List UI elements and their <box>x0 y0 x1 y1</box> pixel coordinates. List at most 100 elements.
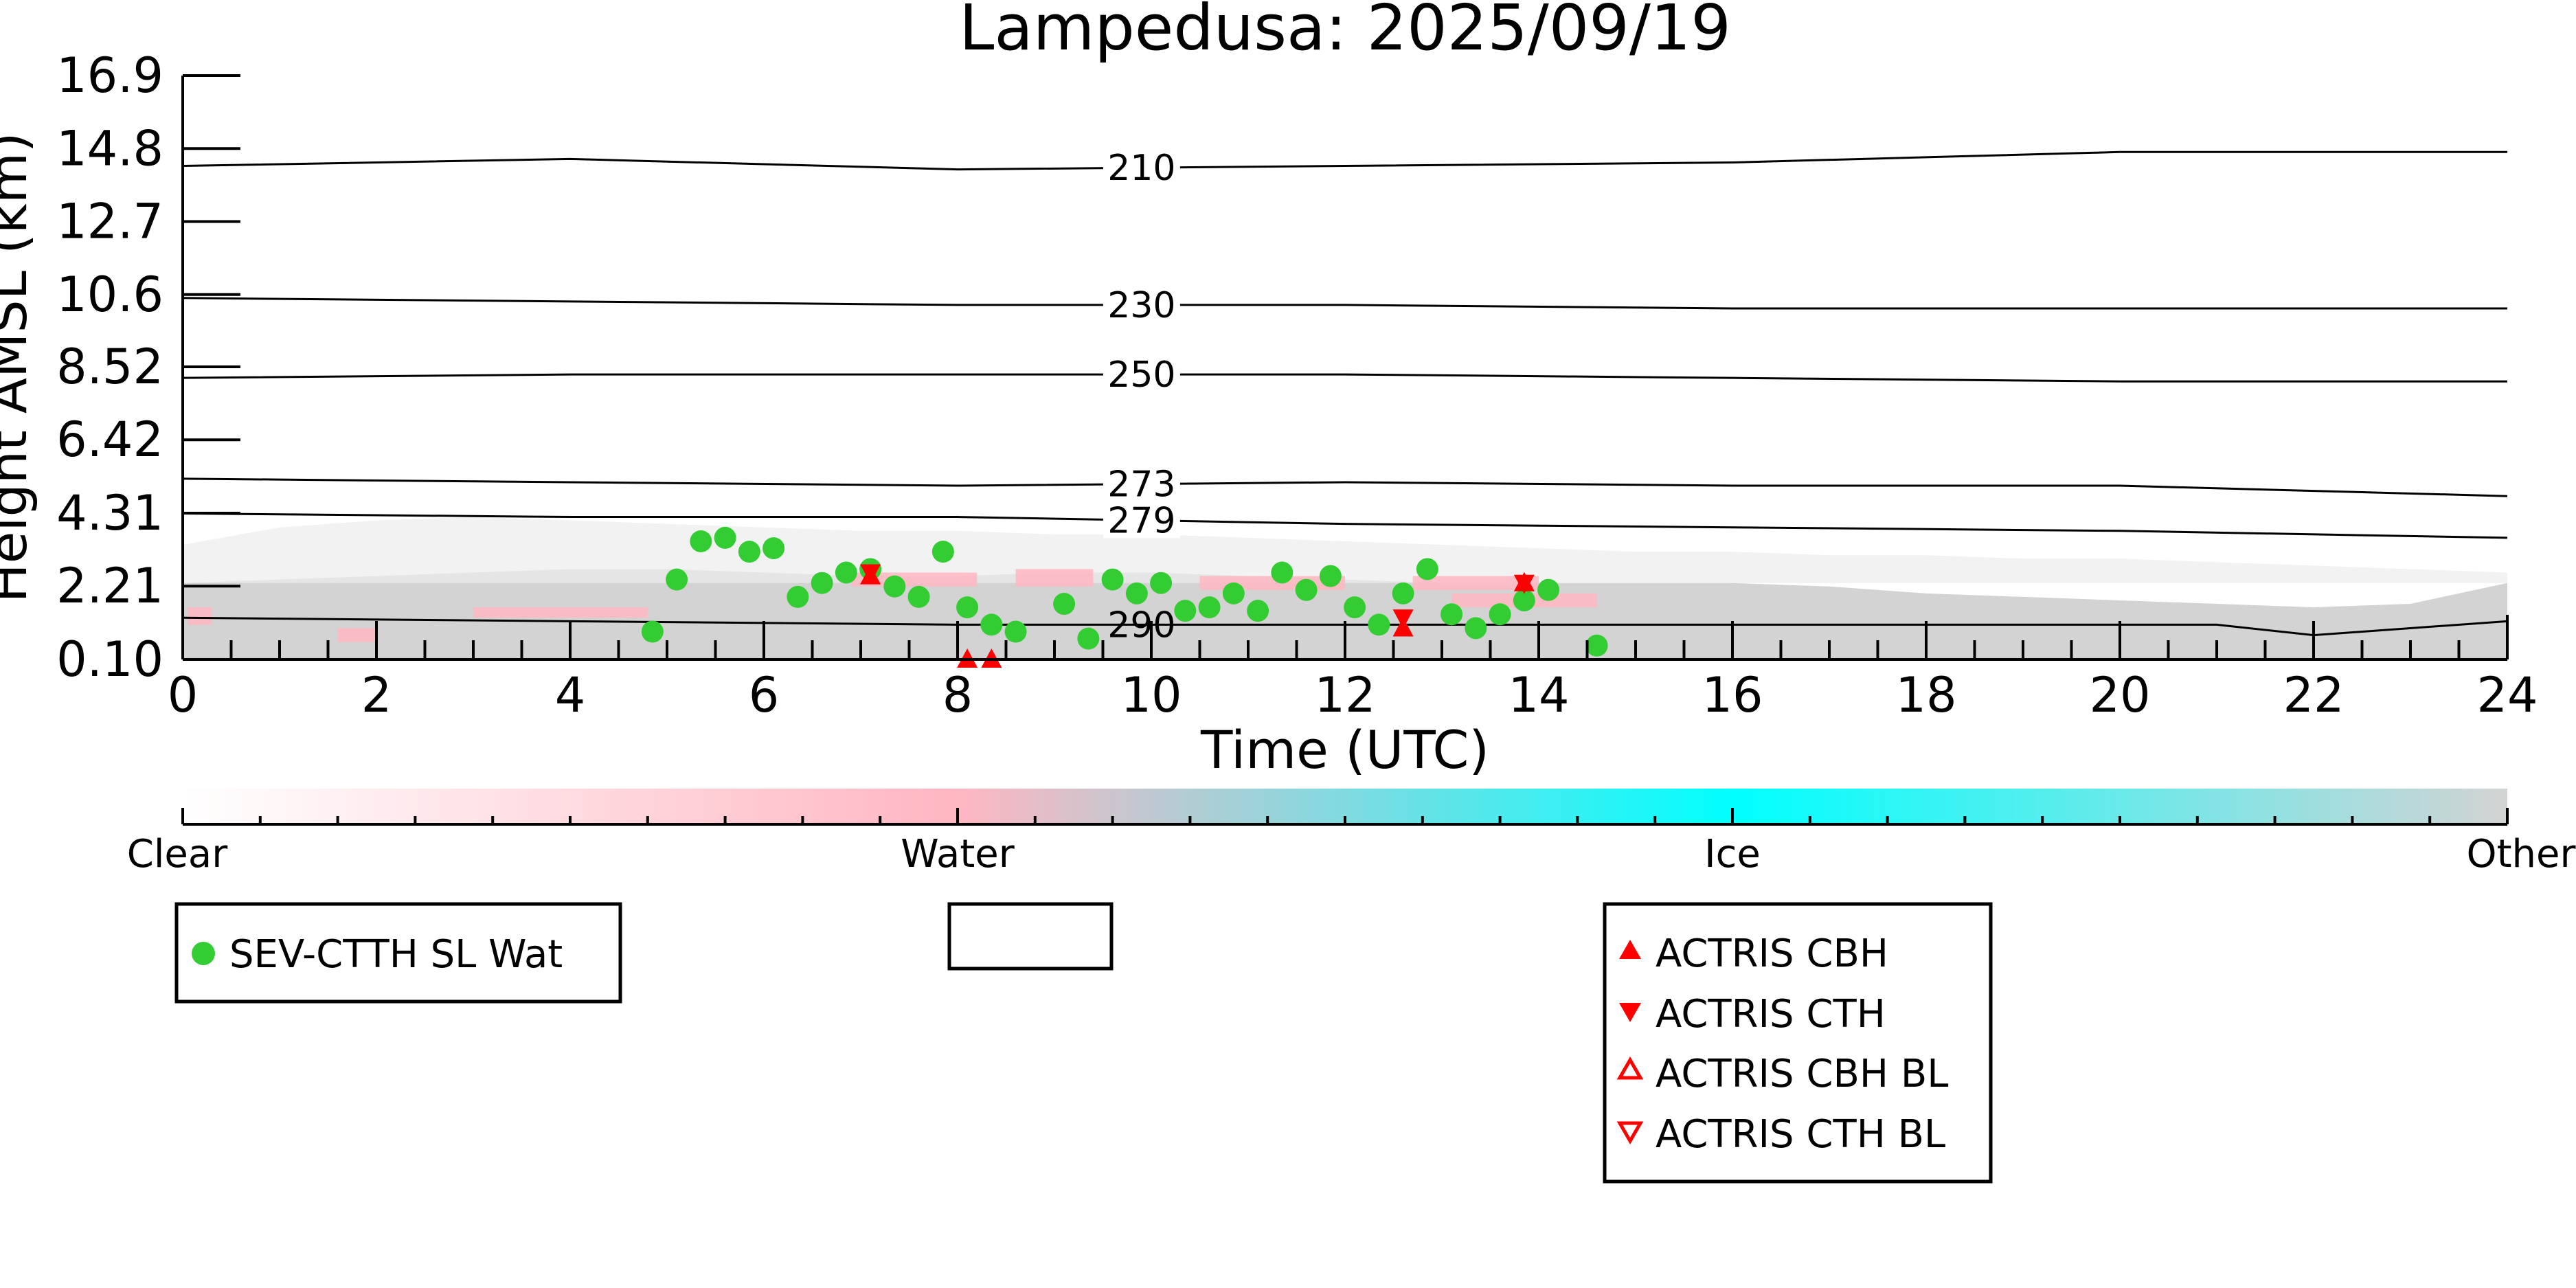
data-point-green-circle <box>1440 603 1463 626</box>
data-point-green-circle <box>883 575 906 598</box>
legend-marker-cbh-bl-icon <box>1616 1056 1644 1080</box>
colorbar-ticks <box>181 808 2509 824</box>
axes: 0 2 4 6 8 10 12 14 16 18 20 22 240.102.214.316.428.5… <box>56 47 2538 723</box>
markers <box>641 526 1608 668</box>
legend-marker-cth-icon <box>1619 1003 1641 1022</box>
data-point-green-circle <box>1053 593 1076 615</box>
chart-title: Lampedusa: 2025/09/19 <box>959 0 1731 65</box>
x-tick-label: 24 <box>2476 667 2538 723</box>
x-tick-label: 22 <box>2283 667 2344 723</box>
legend-middle-box <box>947 902 1114 971</box>
data-point-cth-triangle <box>1392 609 1414 629</box>
data-point-green-circle <box>1489 603 1511 626</box>
contour-label-290: 290 <box>1107 605 1175 646</box>
data-point-green-circle <box>641 620 664 643</box>
contour-label-bg <box>1103 357 1180 393</box>
data-point-green-circle <box>907 585 930 608</box>
data-point-green-circle <box>1125 582 1148 605</box>
y-tick-label: 6.42 <box>56 411 163 468</box>
y-tick-label: 12.7 <box>56 194 163 250</box>
water-cloud-patch <box>1015 569 1094 587</box>
data-point-green-circle <box>1344 596 1366 619</box>
data-point-green-circle <box>956 596 979 619</box>
data-point-green-circle <box>1101 568 1124 591</box>
data-point-green-circle <box>1513 589 1535 611</box>
contour-label-bg <box>1103 150 1180 186</box>
y-tick-label: 14.8 <box>56 120 163 177</box>
data-point-green-circle <box>714 526 736 549</box>
data-point-cth-triangle <box>860 564 881 584</box>
y-tick-label: 10.6 <box>56 267 163 323</box>
data-point-green-circle <box>690 530 712 552</box>
x-axis-title: Time (UTC) <box>1200 719 1489 780</box>
colorbar-label-ice: Ice <box>1704 832 1761 877</box>
contour-line-230 <box>183 297 2507 310</box>
y-tick-label: 0.10 <box>56 631 163 688</box>
data-point-green-circle <box>931 541 954 563</box>
water-cloud-patch <box>188 607 212 625</box>
legend-left: SEV-CTTH SL Wat <box>174 902 622 1004</box>
data-point-green-circle <box>1392 582 1414 605</box>
contour-label-250: 250 <box>1107 354 1175 396</box>
data-point-green-circle <box>1319 565 1342 587</box>
data-point-green-circle <box>762 537 785 560</box>
contour-line-273 <box>183 477 2507 497</box>
contour-label-210: 210 <box>1107 148 1175 189</box>
contour-label-bg <box>1103 502 1180 539</box>
legend-label: ACTRIS CTH BL <box>1656 1112 1945 1157</box>
water-cloud-patch <box>337 628 376 642</box>
data-point-green-circle <box>811 572 833 594</box>
y-tick-label: 8.52 <box>56 339 163 395</box>
x-tick-label: 12 <box>1314 667 1375 723</box>
legend-right: ACTRIS CBH ACTRIS CTH ACTRIS CBH BL ACTR… <box>1603 902 1993 1184</box>
x-tick-label: 6 <box>749 667 780 723</box>
y-axis-title: Height AMSL (km) <box>0 132 38 602</box>
legend-label: SEV-CTTH SL Wat <box>229 932 563 977</box>
contour-line-250 <box>183 373 2507 383</box>
colorbar: Clear Water Ice Other <box>127 789 2576 877</box>
data-point-green-circle <box>787 585 809 608</box>
x-tick-label: 14 <box>1508 667 1569 723</box>
data-point-green-circle <box>738 541 760 563</box>
legend-left-box <box>174 902 622 1004</box>
data-point-green-circle <box>1585 634 1608 657</box>
data-point-green-circle <box>1004 620 1027 643</box>
data-point-green-circle <box>1465 617 1487 640</box>
legend-label: ACTRIS CTH <box>1656 992 1886 1037</box>
data-point-green-circle <box>1222 582 1245 605</box>
water-cloud-patch <box>850 572 978 587</box>
data-point-green-circle <box>1368 613 1390 636</box>
x-tick-label: 10 <box>1120 667 1182 723</box>
data-point-green-circle <box>1416 558 1438 580</box>
data-point-cth-triangle <box>1513 574 1535 594</box>
y-tick-label: 2.21 <box>56 558 163 614</box>
water-cloud-patch <box>1412 576 1539 590</box>
contour-label-bg <box>1103 286 1180 323</box>
legend-marker-green-circle <box>192 942 215 965</box>
y-tick-label: 16.9 <box>56 47 163 104</box>
water-cloud-patch <box>473 607 648 618</box>
data-point-green-circle <box>980 613 1003 636</box>
data-point-green-circle <box>1295 578 1318 601</box>
colorbar-label-clear: Clear <box>127 832 228 877</box>
data-point-green-circle <box>835 561 857 584</box>
x-tick-label: 20 <box>2089 667 2150 723</box>
x-tick-label: 0 <box>168 667 199 723</box>
legend-middle <box>947 902 1114 971</box>
legend-label: ACTRIS CBH BL <box>1656 1052 1948 1096</box>
legend-marker-cbh-icon <box>1619 940 1641 959</box>
data-point-green-circle <box>1247 600 1269 622</box>
haze-region <box>183 517 2507 583</box>
data-point-green-circle <box>1077 627 1100 650</box>
colorbar-label-water: Water <box>901 832 1015 877</box>
legend-label: ACTRIS CBH <box>1656 931 1888 976</box>
legend-marker-cth-bl-icon <box>1616 1121 1644 1145</box>
x-tick-label: 16 <box>1702 667 1763 723</box>
legend-right-box <box>1603 902 1993 1184</box>
contour-line-210 <box>183 150 2507 171</box>
y-tick-label: 4.31 <box>56 485 163 541</box>
contour-label-bg <box>1103 466 1180 502</box>
contour-label-230: 230 <box>1107 285 1175 326</box>
